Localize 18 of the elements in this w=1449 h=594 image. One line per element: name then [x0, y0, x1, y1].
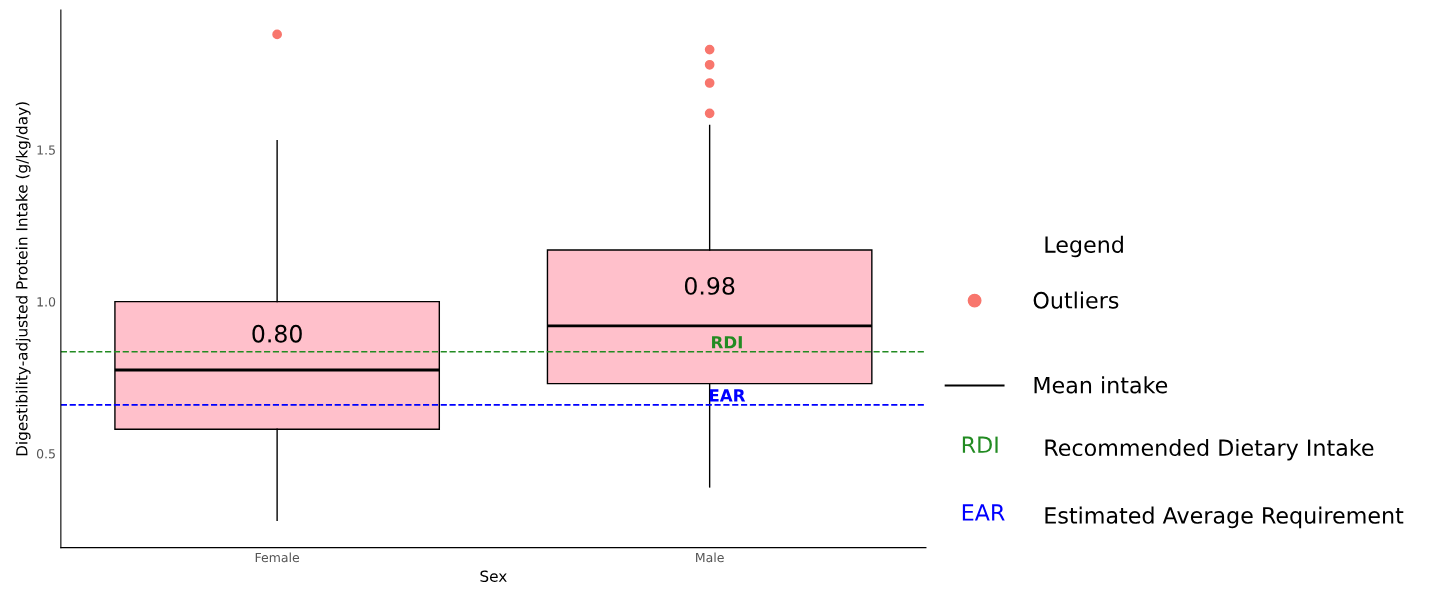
text: RDI [962, 436, 998, 453]
legend-label: Outliers [1033, 291, 1119, 309]
y-tick-label: 1.5 [37, 145, 55, 155]
x-tick-label: Female [255, 552, 300, 563]
y-axis-title: Digestibility-adjusted Protein Intake (g/kg/day) [15, 102, 31, 456]
x-axis-title: Sex [480, 570, 507, 583]
text: EAR [962, 504, 1005, 521]
ref-line-label: EAR [709, 389, 746, 402]
text: 0.80 [252, 324, 302, 343]
text: 0.98 [684, 276, 735, 295]
x-tick-label: Male [696, 552, 724, 563]
text: Mean intake [1034, 376, 1168, 394]
legend-title: Legend [1045, 235, 1123, 258]
text: Estimated Average Requirement [1045, 506, 1404, 529]
text: Recommended Dietary Intake [1045, 438, 1374, 461]
y-tick-label: 1.0 [37, 297, 56, 307]
ref-line-label: RDI [712, 336, 742, 349]
y-tick-label: 0.5 [36, 448, 55, 459]
